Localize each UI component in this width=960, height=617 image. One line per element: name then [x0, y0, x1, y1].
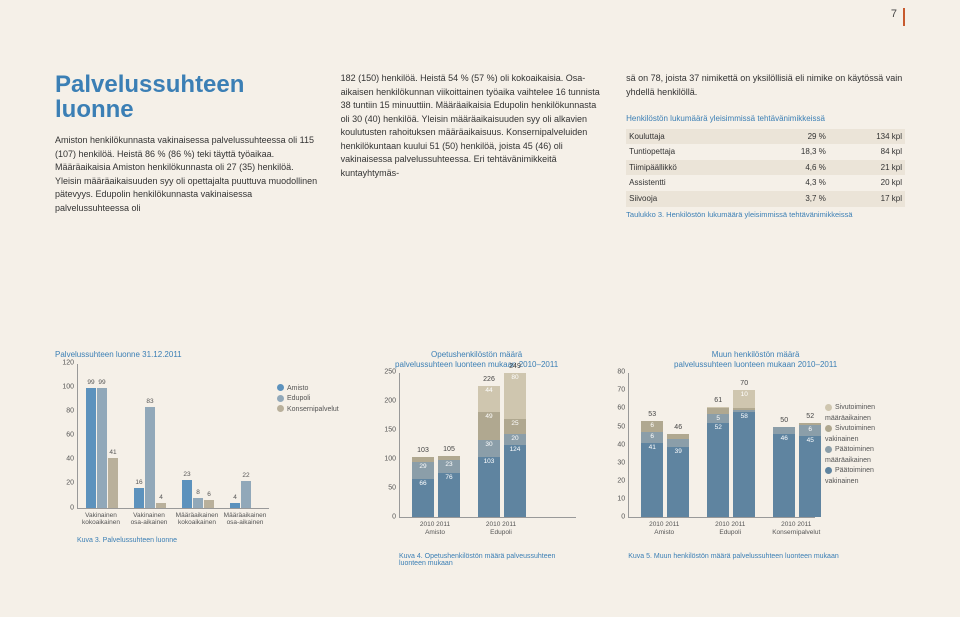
- charts-row: Palvelussuhteen luonne 31.12.2011 020406…: [55, 350, 905, 567]
- chart-1: Palvelussuhteen luonne 31.12.2011 020406…: [55, 350, 347, 567]
- column-3: sä on 78, joista 37 nimikettä on yksilöl…: [626, 72, 905, 220]
- chart2-title: Opetushenkilöstön määräpalvelussuhteen l…: [377, 350, 576, 369]
- content: Palvelussuhteen luonne Amiston henkilöku…: [55, 72, 905, 220]
- chart3-caption: Kuva 5. Muun henkilöstön määrä palveluss…: [628, 553, 905, 560]
- page-title: Palvelussuhteen luonne: [55, 72, 321, 122]
- text-columns: Palvelussuhteen luonne Amiston henkilöku…: [55, 72, 905, 220]
- staff-table: Kouluttaja29 %134 kplTuntiopettaja18,3 %…: [626, 129, 905, 207]
- chart1-caption: Kuva 3. Palvelussuhteen luonne: [77, 537, 347, 544]
- chart3-legend: Sivutoiminen määräaikainenSivutoiminen v…: [825, 403, 905, 543]
- column-1: Palvelussuhteen luonne Amiston henkilöku…: [55, 72, 321, 220]
- chart2-xlabels: 2010 2011Amisto2010 2011Edupoli: [399, 521, 576, 543]
- chart3-xlabels: 2010 2011Amisto2010 2011Edupoli2010 2011…: [628, 521, 815, 543]
- table-caption: Henkilöstön lukumäärä yleisimmissä tehtä…: [626, 113, 905, 125]
- chart-2: Opetushenkilöstön määräpalvelussuhteen l…: [377, 350, 576, 567]
- chart3-area: 0102030405060708041665339465256158107046…: [628, 373, 815, 518]
- col2-text: 182 (150) henkilöä. Heistä 54 % (57 %) o…: [341, 72, 607, 180]
- column-2: 182 (150) henkilöä. Heistä 54 % (57 %) o…: [341, 72, 607, 220]
- col1-text: Amiston henkilökunnasta vakinaisessa pal…: [55, 134, 321, 215]
- table-row: Tuntiopettaja18,3 %84 kpl: [626, 144, 905, 160]
- chart-3: Muun henkilöstön määräpalvelussuhteen lu…: [606, 350, 905, 567]
- chart1-title: Palvelussuhteen luonne 31.12.2011: [55, 350, 347, 360]
- page-number: 7: [891, 8, 905, 26]
- chart3-title: Muun henkilöstön määräpalvelussuhteen lu…: [606, 350, 905, 369]
- col3-text: sä on 78, joista 37 nimikettä on yksilöl…: [626, 72, 905, 99]
- table-row: Tiimipäällikkö4,6 %21 kpl: [626, 160, 905, 176]
- table-row: Kouluttaja29 %134 kpl: [626, 129, 905, 145]
- table-footer: Taulukko 3. Henkilöstön lukumäärä yleisi…: [626, 210, 905, 221]
- chart2-area: 0501001502002506629103762310510330494422…: [399, 373, 576, 518]
- table-row: Assistentti4,3 %20 kpl: [626, 175, 905, 191]
- table-row: Siivooja3,7 %17 kpl: [626, 191, 905, 207]
- chart1-area: 020406080100120999941168342386422: [77, 364, 269, 509]
- chart2-caption: Kuva 4. Opetushenkilöstön määrä palveuss…: [399, 553, 576, 567]
- chart1-xlabels: VakinainenkokoaikainenVakinainenosa-aika…: [77, 512, 269, 528]
- chart1-legend: AmistoEdupoliKonsernipalvelut: [277, 384, 347, 528]
